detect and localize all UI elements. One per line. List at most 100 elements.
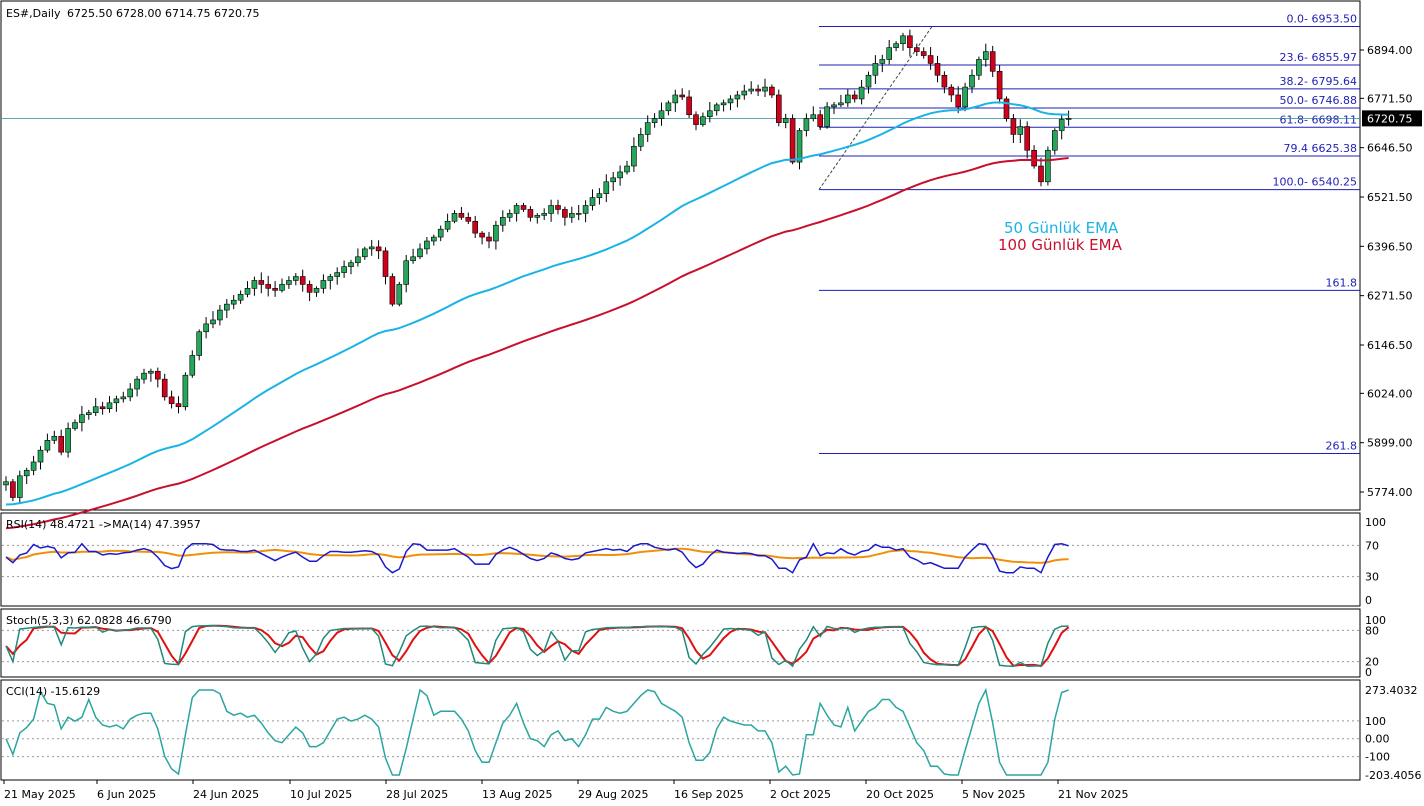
candle-body xyxy=(134,378,140,390)
candle-body xyxy=(734,94,741,100)
candle-body xyxy=(458,213,465,218)
candle-body xyxy=(520,205,527,210)
candle-body xyxy=(65,428,71,453)
indicator-axis-label: 20 xyxy=(1365,656,1379,669)
candle-body xyxy=(941,74,948,88)
candle-body xyxy=(872,63,879,76)
candle-body xyxy=(713,104,720,112)
candle-body xyxy=(824,106,830,127)
price-tick-label: 6024.00 xyxy=(1367,387,1413,400)
fib-level-label: 50.0- 6746.88 xyxy=(1280,94,1357,107)
candle-body xyxy=(548,205,554,214)
candle-body xyxy=(506,213,513,218)
candle-body xyxy=(775,94,782,123)
candle-body xyxy=(858,86,865,100)
candle-body xyxy=(499,217,506,226)
candle-body xyxy=(686,96,692,116)
candle-body xyxy=(907,35,913,48)
candle-body xyxy=(575,213,582,215)
ema50-legend: 50 Günlük EMA xyxy=(1004,219,1119,237)
candle-body xyxy=(900,35,906,44)
candle-body xyxy=(769,86,775,96)
candle-body xyxy=(30,461,37,471)
current-price-badge xyxy=(1362,110,1422,127)
stoch-main-line xyxy=(5,624,1069,668)
candle-body xyxy=(589,197,596,206)
candle-body xyxy=(10,481,16,498)
candle-body xyxy=(810,114,817,119)
candle-body xyxy=(127,388,133,398)
rsi-panel-frame xyxy=(0,512,1361,607)
price-tick-label: 5774.00 xyxy=(1367,486,1413,499)
time-tick-label: 21 Nov 2025 xyxy=(1058,788,1128,801)
candle-body xyxy=(313,288,320,293)
price-tick-label: 6771.50 xyxy=(1367,92,1413,105)
candle-body xyxy=(755,88,761,92)
candle-body xyxy=(1038,165,1044,183)
candle-body xyxy=(382,250,389,277)
candle-body xyxy=(1058,119,1065,131)
time-tick-label: 10 Jul 2025 xyxy=(290,788,352,801)
candle-body xyxy=(113,398,120,404)
candle-body xyxy=(58,436,65,453)
candle-body xyxy=(989,51,996,72)
candle-body xyxy=(237,293,244,301)
candle-body xyxy=(720,102,727,106)
price-tick-label: 6271.50 xyxy=(1367,290,1413,303)
candle-body xyxy=(617,171,623,179)
candle-body xyxy=(396,284,403,305)
candle-body xyxy=(568,213,575,218)
candle-body xyxy=(1010,118,1017,135)
candle-body xyxy=(286,280,292,285)
ema100-line xyxy=(5,157,1069,530)
candle-body xyxy=(913,47,920,52)
cci-title: CCI(14) -15.6129 xyxy=(6,685,100,698)
candle-body xyxy=(23,469,30,477)
candle-body xyxy=(534,215,541,218)
current-price-label: 6720.75 xyxy=(1367,112,1413,125)
indicator-axis-label: 30 xyxy=(1365,571,1379,584)
price-tick-label: 6146.50 xyxy=(1367,339,1413,352)
candle-body xyxy=(693,114,699,125)
candle-body xyxy=(865,74,872,88)
axes: 6894.00 6771.50 6646.50 6521.50 6396.50 6271.… xyxy=(3,44,1422,801)
candle-body xyxy=(99,406,106,410)
indicator-lines xyxy=(2,542,1360,776)
price-tick-label: 6521.50 xyxy=(1367,191,1413,204)
candle-body xyxy=(168,396,175,404)
candle-body xyxy=(327,276,334,281)
candle-body xyxy=(1003,98,1010,119)
candle-body xyxy=(444,220,451,230)
ema50-line xyxy=(5,101,1069,506)
candle-body xyxy=(976,59,982,76)
candle-body xyxy=(920,51,927,56)
candle-body xyxy=(368,246,375,250)
candle-body xyxy=(934,63,941,76)
time-tick-label: 16 Sep 2025 xyxy=(674,788,744,801)
fib-trend-line xyxy=(818,26,933,190)
candle-body xyxy=(762,86,768,92)
candle-body xyxy=(962,86,968,108)
fib-level-label: 100.0- 6540.25 xyxy=(1273,176,1357,189)
candle-body xyxy=(844,94,851,104)
stoch-panel-frame xyxy=(0,608,1361,678)
time-tick-label: 6 Jun 2025 xyxy=(97,788,156,801)
time-tick-label: 20 Oct 2025 xyxy=(866,788,934,801)
indicator-axis-label: 0.00 xyxy=(1365,733,1390,746)
candle-body xyxy=(672,94,679,104)
candle-body xyxy=(1052,130,1058,151)
candle-body xyxy=(582,205,589,214)
candle-body xyxy=(272,288,278,291)
candle-body xyxy=(79,414,85,423)
candle-body xyxy=(51,436,58,441)
candle-body xyxy=(279,284,285,291)
candle-body xyxy=(375,246,382,252)
indicator-axis-label: 100 xyxy=(1365,516,1386,529)
fib-level-label: 0.0- 6953.50 xyxy=(1287,13,1357,26)
indicator-axis-label: 0 xyxy=(1365,666,1372,679)
candle-body xyxy=(403,260,410,285)
rsi-line xyxy=(5,542,1069,574)
candle-body xyxy=(610,177,617,183)
candle-body xyxy=(493,224,499,242)
